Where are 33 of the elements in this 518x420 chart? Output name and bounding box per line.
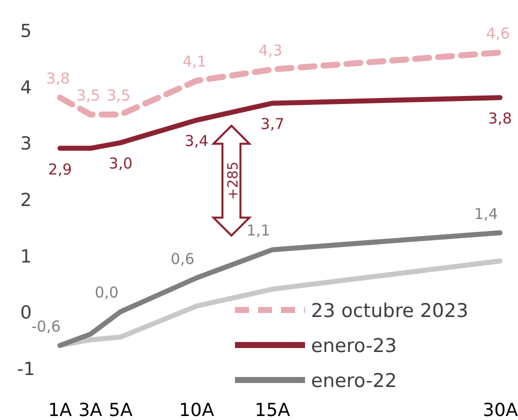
x-tick-label: 10A (178, 400, 215, 420)
data-label: 4,6 (486, 24, 510, 43)
data-label: 3,0 (108, 154, 133, 173)
data-label: 3,5 (76, 86, 100, 104)
x-tick-label: 3A (78, 400, 103, 420)
y-tick-label: 0 (20, 302, 32, 324)
data-label: 0,6 (170, 250, 194, 268)
annotation: +285 (225, 161, 242, 200)
y-tick-label: 1 (20, 246, 32, 268)
data-label: 1,1 (246, 222, 270, 240)
data-label: 4,1 (182, 52, 206, 71)
x-tick-label: 30A (482, 400, 518, 420)
y-tick-label: 3 (20, 134, 32, 155)
data-label: 2,9 (48, 160, 72, 178)
y-tick-label: 2 (20, 190, 32, 211)
data-label: 1,4 (474, 204, 498, 223)
legend-label: 23 octubre 2023 (311, 300, 468, 322)
data-label: 3,5 (106, 86, 131, 104)
data-label: 3,4 (184, 132, 208, 150)
y-tick-label: 5 (20, 21, 32, 42)
legend-label: enero-22 (311, 370, 397, 392)
data-label: 4,3 (258, 41, 282, 60)
y-tick-label: 4 (20, 77, 32, 98)
data-label: 3,8 (488, 110, 512, 128)
x-tick-label: 1A (48, 400, 73, 420)
data-label: 3,8 (46, 70, 70, 88)
y-tick-label: -1 (17, 359, 35, 380)
data-label: 0,0 (94, 284, 119, 302)
data-label: -0,6 (31, 317, 61, 336)
data-label: 3,7 (260, 115, 284, 134)
x-tick-label: 15A (254, 400, 291, 420)
legend-label: enero-23 (311, 335, 397, 357)
x-tick-label: 5A (108, 400, 134, 420)
